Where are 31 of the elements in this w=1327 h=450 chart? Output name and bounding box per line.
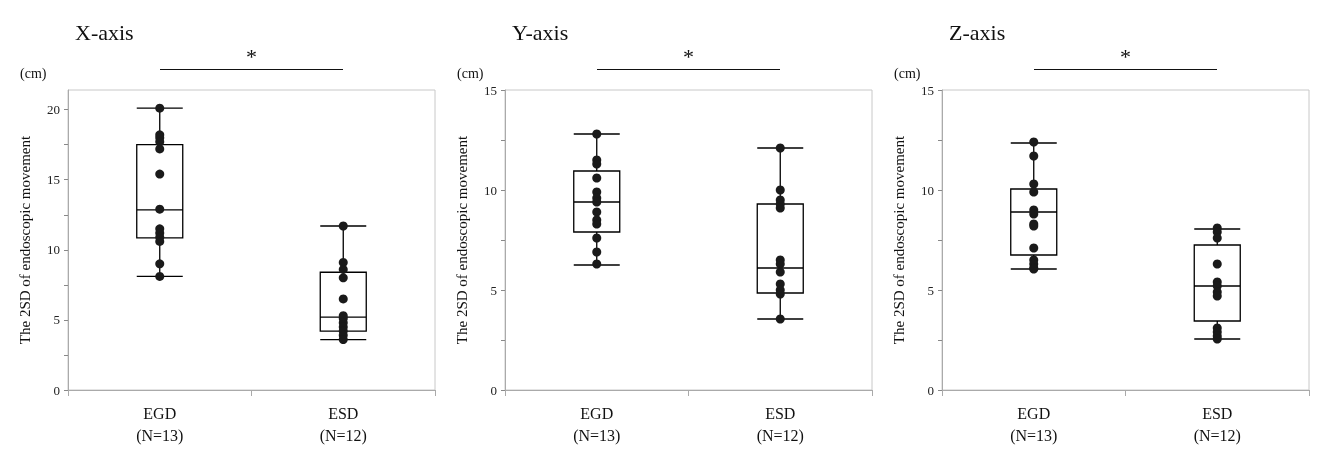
y-tick-label: 15 <box>921 82 934 98</box>
y-tick-label: 10 <box>921 182 934 198</box>
x-tick-label: EGD (N=13) <box>136 404 184 445</box>
y-tick-label: 15 <box>47 172 60 188</box>
chart-title: Z-axis <box>949 19 1006 45</box>
text: (cm) <box>894 66 921 82</box>
text: * <box>682 44 695 70</box>
y-tick-label: 0 <box>53 382 60 398</box>
y-tick-label: 20 <box>47 102 60 118</box>
x-tick-label: ESD (N=12) <box>756 404 804 445</box>
chart-title: X-axis <box>75 19 134 45</box>
y-axis-title: The 2SD of endoscopic movement <box>890 135 907 345</box>
y-tick-label: 0 <box>927 382 934 398</box>
y-tick-label: 10 <box>47 242 60 258</box>
text: (cm) <box>20 66 47 82</box>
x-tick-label: ESD (N=12) <box>319 404 367 445</box>
x-tick-label: EGD (N=13) <box>573 404 621 445</box>
chart-title: Y-axis <box>512 19 569 45</box>
y-axis-title: The 2SD of endoscopic movement <box>16 135 33 345</box>
y-tick-label: 10 <box>484 182 497 198</box>
y-tick-label: 15 <box>484 82 497 98</box>
y-axis-title: The 2SD of endoscopic movement <box>453 135 470 345</box>
x-tick-label: EGD (N=13) <box>1010 404 1058 445</box>
text: (cm) <box>457 66 484 82</box>
y-tick-label: 5 <box>490 282 497 298</box>
y-tick-label: 5 <box>927 282 934 298</box>
x-tick-label: ESD (N=12) <box>1193 404 1241 445</box>
text: * <box>245 44 258 70</box>
y-tick-label: 0 <box>490 382 497 398</box>
y-tick-label: 5 <box>53 312 60 328</box>
text: * <box>1119 44 1132 70</box>
